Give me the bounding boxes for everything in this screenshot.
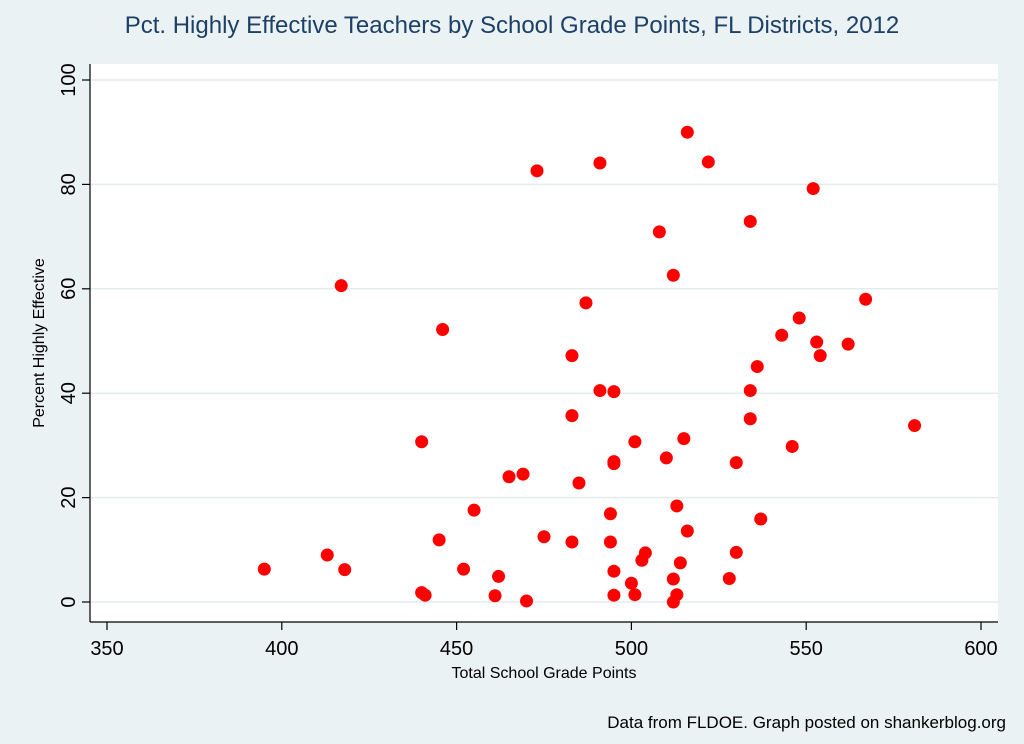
data-point (418, 588, 432, 602)
data-point (607, 564, 621, 578)
data-point (502, 470, 516, 484)
y-tick-label: 20 (58, 486, 80, 508)
data-point (680, 524, 694, 538)
data-point (603, 535, 617, 549)
data-point (520, 594, 534, 608)
data-point (320, 548, 334, 562)
data-point (516, 467, 530, 481)
data-point (670, 588, 684, 602)
data-point (334, 279, 348, 293)
axes (82, 64, 998, 630)
y-tick-label: 60 (58, 278, 80, 300)
data-point (673, 556, 687, 570)
data-point (537, 530, 551, 544)
data-point (572, 476, 586, 490)
data-point (666, 572, 680, 586)
y-tick-labels: 0 20 40 60 80 100 (58, 63, 80, 607)
source-footer: Data from FLDOE. Graph posted on shanker… (607, 713, 1006, 732)
data-point (666, 268, 680, 282)
data-point (743, 214, 757, 228)
x-tick-label: 600 (964, 638, 997, 660)
data-point (670, 499, 684, 513)
data-point (579, 296, 593, 310)
data-point (607, 588, 621, 602)
data-point (607, 457, 621, 471)
data-point (743, 412, 757, 426)
x-tick-label: 450 (440, 638, 473, 660)
y-axis-title: Percent Highly Effective (31, 258, 48, 428)
data-point (593, 156, 607, 170)
data-point (810, 335, 824, 349)
data-point (457, 562, 471, 576)
data-point (628, 435, 642, 449)
data-point (677, 432, 691, 446)
data-point (750, 360, 764, 374)
x-tick-label: 350 (90, 638, 123, 660)
y-tick-label: 100 (58, 63, 80, 96)
data-point (792, 311, 806, 325)
data-point (638, 546, 652, 560)
data-point (813, 349, 827, 363)
data-point (607, 385, 621, 399)
data-point (652, 225, 666, 239)
data-point (415, 435, 429, 449)
data-point (603, 507, 617, 521)
data-point (908, 419, 922, 433)
x-tick-label: 400 (265, 638, 298, 660)
chart-title: Pct. Highly Effective Teachers by School… (124, 12, 900, 39)
data-point (530, 164, 544, 178)
data-point (754, 512, 768, 526)
x-axis-title: Total School Grade Points (452, 665, 637, 682)
data-point (565, 409, 579, 423)
x-tick-labels: 350 400 450 500 550 600 (90, 638, 997, 660)
x-tick-label: 550 (790, 638, 823, 660)
y-tick-label: 80 (58, 173, 80, 195)
grid-lines (90, 79, 998, 603)
data-point (785, 439, 799, 453)
data-points (257, 125, 922, 609)
data-point (624, 576, 638, 590)
data-point (806, 182, 820, 196)
y-tick-label: 40 (58, 382, 80, 404)
data-point (722, 572, 736, 586)
data-point (859, 292, 873, 306)
data-point (436, 323, 450, 337)
data-point (775, 328, 789, 342)
data-point (492, 569, 506, 583)
data-point (593, 384, 607, 398)
data-point (701, 155, 715, 169)
data-point (432, 533, 446, 547)
data-point (628, 588, 642, 602)
data-point (488, 589, 502, 603)
data-point (729, 545, 743, 559)
data-point (729, 456, 743, 470)
data-point (338, 563, 352, 577)
data-point (565, 349, 579, 363)
data-point (565, 535, 579, 549)
y-tick-label: 0 (58, 596, 80, 607)
x-tick-label: 500 (615, 638, 648, 660)
data-point (257, 562, 271, 576)
data-point (680, 125, 694, 139)
data-point (467, 503, 481, 517)
data-point (743, 384, 757, 398)
data-point (659, 451, 673, 465)
data-point (841, 337, 855, 351)
